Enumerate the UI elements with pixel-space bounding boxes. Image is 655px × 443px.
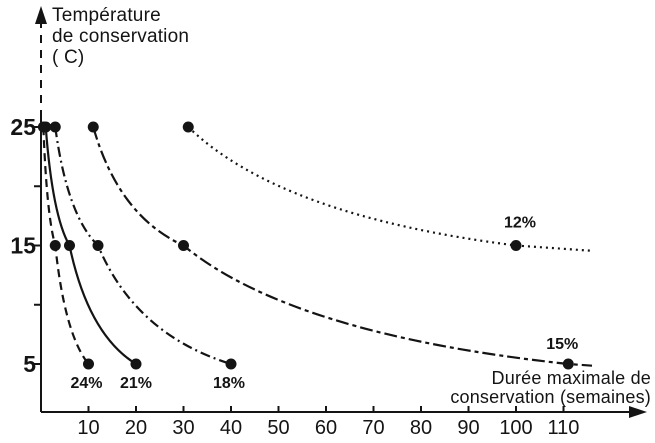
- data-point-18%: [225, 358, 237, 370]
- series-label-24%: 24%: [70, 375, 102, 392]
- data-point-24%: [49, 240, 61, 251]
- y-tick-label: 25: [10, 114, 36, 140]
- data-point-21%: [40, 121, 52, 133]
- y-tick-label: 5: [23, 351, 36, 377]
- x-tick-label: 60: [315, 417, 337, 439]
- x-tick-label: 40: [220, 417, 242, 439]
- series-label-12%: 12%: [504, 215, 536, 232]
- x-axis-title: Durée maximale de conservation (semaines…: [450, 369, 651, 407]
- x-axis-title-line-1: Durée maximale de: [491, 368, 651, 388]
- series-label-15%: 15%: [546, 336, 578, 353]
- data-point-15%: [562, 358, 574, 370]
- data-point-21%: [64, 240, 75, 251]
- x-tick-label: 110: [548, 417, 580, 439]
- x-tick-label: 90: [457, 417, 479, 439]
- x-tick-label: 20: [125, 417, 147, 439]
- x-tick-label: 100: [499, 417, 532, 439]
- y-axis-title-line-3: ( C): [52, 47, 85, 68]
- data-point-24%: [83, 358, 94, 370]
- data-point-12%: [510, 240, 522, 251]
- data-point-18%: [92, 240, 104, 251]
- y-tick-label: 15: [10, 233, 36, 259]
- x-tick-label: 30: [172, 417, 194, 439]
- y-axis-title-line-1: Température: [52, 5, 161, 26]
- curve-18%: [54, 126, 232, 366]
- data-point-15%: [178, 240, 189, 251]
- x-tick-label: 10: [77, 417, 99, 439]
- x-tick-label: 70: [362, 417, 384, 439]
- y-axis-arrow-icon: [35, 6, 47, 24]
- y-axis-title-line-2: de conservation: [52, 26, 190, 47]
- data-point-21%: [130, 358, 142, 370]
- curve-12%: [187, 126, 593, 252]
- y-axis-title: Température de conservation ( C): [52, 5, 189, 68]
- curve-15%: [92, 126, 593, 367]
- data-point-18%: [49, 121, 61, 133]
- x-axis-title-line-2: conservation (semaines): [450, 387, 651, 407]
- data-point-12%: [182, 121, 194, 133]
- x-tick-label: 50: [267, 417, 289, 439]
- series-label-21%: 21%: [120, 375, 152, 392]
- x-tick-label: 80: [410, 417, 432, 439]
- x-axis-arrow-icon: [629, 406, 647, 418]
- series-label-18%: 18%: [213, 375, 245, 392]
- data-point-15%: [87, 121, 99, 133]
